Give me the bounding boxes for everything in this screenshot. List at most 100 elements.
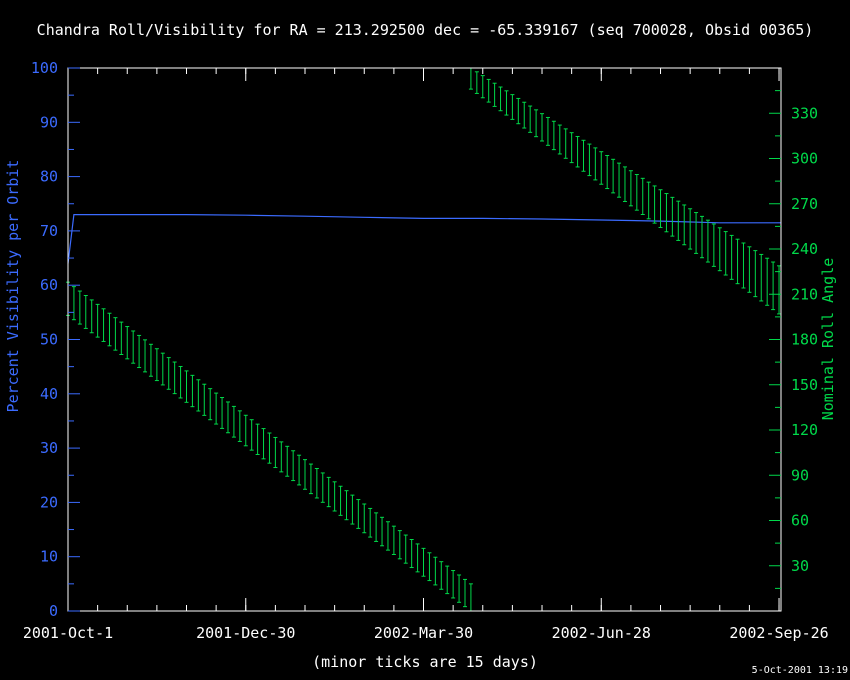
y-left-tick-label: 70 [40, 222, 58, 240]
roll-range-bar [510, 94, 515, 120]
roll-range-bar [119, 321, 124, 355]
roll-range-bar [403, 534, 408, 564]
roll-range-bar [380, 516, 385, 547]
y-axis-left-label: Percent Visibility per Orbit [4, 160, 22, 413]
roll-range-bar [670, 196, 675, 237]
roll-range-bar [291, 450, 296, 482]
roll-range-bar [160, 352, 165, 386]
roll-range-bar [249, 419, 254, 451]
roll-range-bar [486, 78, 491, 103]
roll-range-bar [634, 174, 639, 211]
roll-range-bar [427, 552, 432, 582]
roll-range-bar [332, 481, 337, 512]
y-left-tick-label: 80 [40, 168, 58, 186]
roll-range-bar [540, 113, 545, 142]
roll-range-bar [528, 105, 533, 133]
roll-range-bar [225, 401, 230, 434]
y-left-tick-label: 20 [40, 493, 58, 511]
x-axis-label: (minor ticks are 15 days) [312, 653, 538, 671]
roll-range-bar [682, 204, 687, 246]
roll-range-bar [593, 147, 598, 181]
roll-range-bar [688, 208, 693, 250]
roll-range-bar [747, 246, 752, 293]
roll-range-bar [237, 410, 242, 442]
y-left-tick-label: 90 [40, 113, 58, 131]
roll-range-bar [522, 101, 527, 129]
y-left-tick-label: 10 [40, 548, 58, 566]
roll-range-bar [551, 120, 556, 151]
roll-range-bar [605, 155, 610, 190]
roll-range-bar [368, 507, 373, 538]
roll-range-bar [89, 299, 94, 334]
roll-range-bar [409, 538, 414, 569]
roll-range-bar [255, 423, 260, 455]
roll-range-bar [717, 227, 722, 272]
roll-range-bar [694, 212, 699, 254]
roll-range-bar [279, 441, 284, 473]
roll-range-bar [172, 361, 177, 395]
roll-range-bar [190, 374, 195, 408]
roll-range-bar [314, 468, 319, 499]
roll-range-bar [646, 181, 651, 220]
roll-range-bar [391, 525, 396, 555]
roll-range-bar [107, 312, 112, 347]
roll-range-bar [652, 185, 657, 224]
roll-range-bar [640, 177, 645, 215]
roll-range-bar [166, 357, 171, 390]
roll-range-bar [125, 326, 130, 360]
roll-range-bar [148, 343, 153, 377]
roll-range-bar [569, 132, 574, 164]
roll-range-bar [462, 578, 467, 608]
roll-range-bar [297, 454, 302, 486]
roll-bars-layer [66, 67, 782, 612]
roll-range-bar [231, 405, 236, 438]
y-right-tick-label: 240 [791, 240, 818, 258]
roll-range-bar [320, 472, 325, 503]
roll-range-bar [397, 530, 402, 560]
roll-range-bar [759, 253, 764, 302]
roll-range-bar [765, 257, 770, 306]
roll-range-bar [729, 234, 734, 280]
roll-range-bar [261, 428, 266, 460]
roll-range-bar [658, 189, 663, 228]
roll-range-bar [356, 499, 361, 529]
y-right-tick-label: 30 [791, 557, 809, 575]
roll-range-bar [178, 365, 183, 399]
y-right-tick-label: 90 [791, 466, 809, 484]
roll-range-bar [599, 151, 604, 185]
roll-range-bar [534, 109, 539, 138]
roll-range-bar [711, 223, 716, 267]
roll-range-bar [451, 570, 456, 599]
roll-range-bar [267, 432, 272, 464]
roll-range-bar [611, 158, 616, 194]
roll-range-bar [83, 294, 88, 329]
roll-range-bar [575, 135, 580, 168]
roll-range-bar [131, 330, 136, 364]
roll-range-bar [338, 485, 343, 516]
x-tick-label: 2002-Jun-28 [552, 624, 651, 642]
roll-range-bar [154, 348, 159, 382]
roll-range-bar [214, 392, 219, 425]
y-axis-left: 0 10 20 30 40 50 60 70 80 90 100 [31, 59, 80, 620]
roll-range-bar [457, 574, 462, 603]
chart-title: Chandra Roll/Visibility for RA = 213.292… [37, 21, 814, 39]
roll-range-bar [622, 166, 627, 203]
y-right-tick-label: 150 [791, 376, 818, 394]
roll-range-bar [421, 547, 426, 577]
roll-range-bar [285, 445, 290, 477]
roll-range-bar [220, 397, 225, 429]
roll-range-bar [480, 75, 485, 99]
roll-range-bar [445, 565, 450, 595]
y-axis-right: 30 60 90 120 150 180 210 240 270 300 330 [769, 90, 818, 589]
x-tick-label: 2002-Sep-26 [729, 624, 828, 642]
roll-range-bar [504, 90, 509, 116]
y-left-tick-label: 60 [40, 276, 58, 294]
roll-range-bar [516, 97, 521, 125]
roll-range-bar [735, 238, 740, 285]
roll-range-bar [385, 521, 390, 551]
roll-range-bar [492, 82, 497, 107]
roll-range-bar [664, 193, 669, 233]
y-axis-right-label: Nominal Roll Angle [819, 258, 837, 421]
roll-range-bar [303, 459, 308, 490]
